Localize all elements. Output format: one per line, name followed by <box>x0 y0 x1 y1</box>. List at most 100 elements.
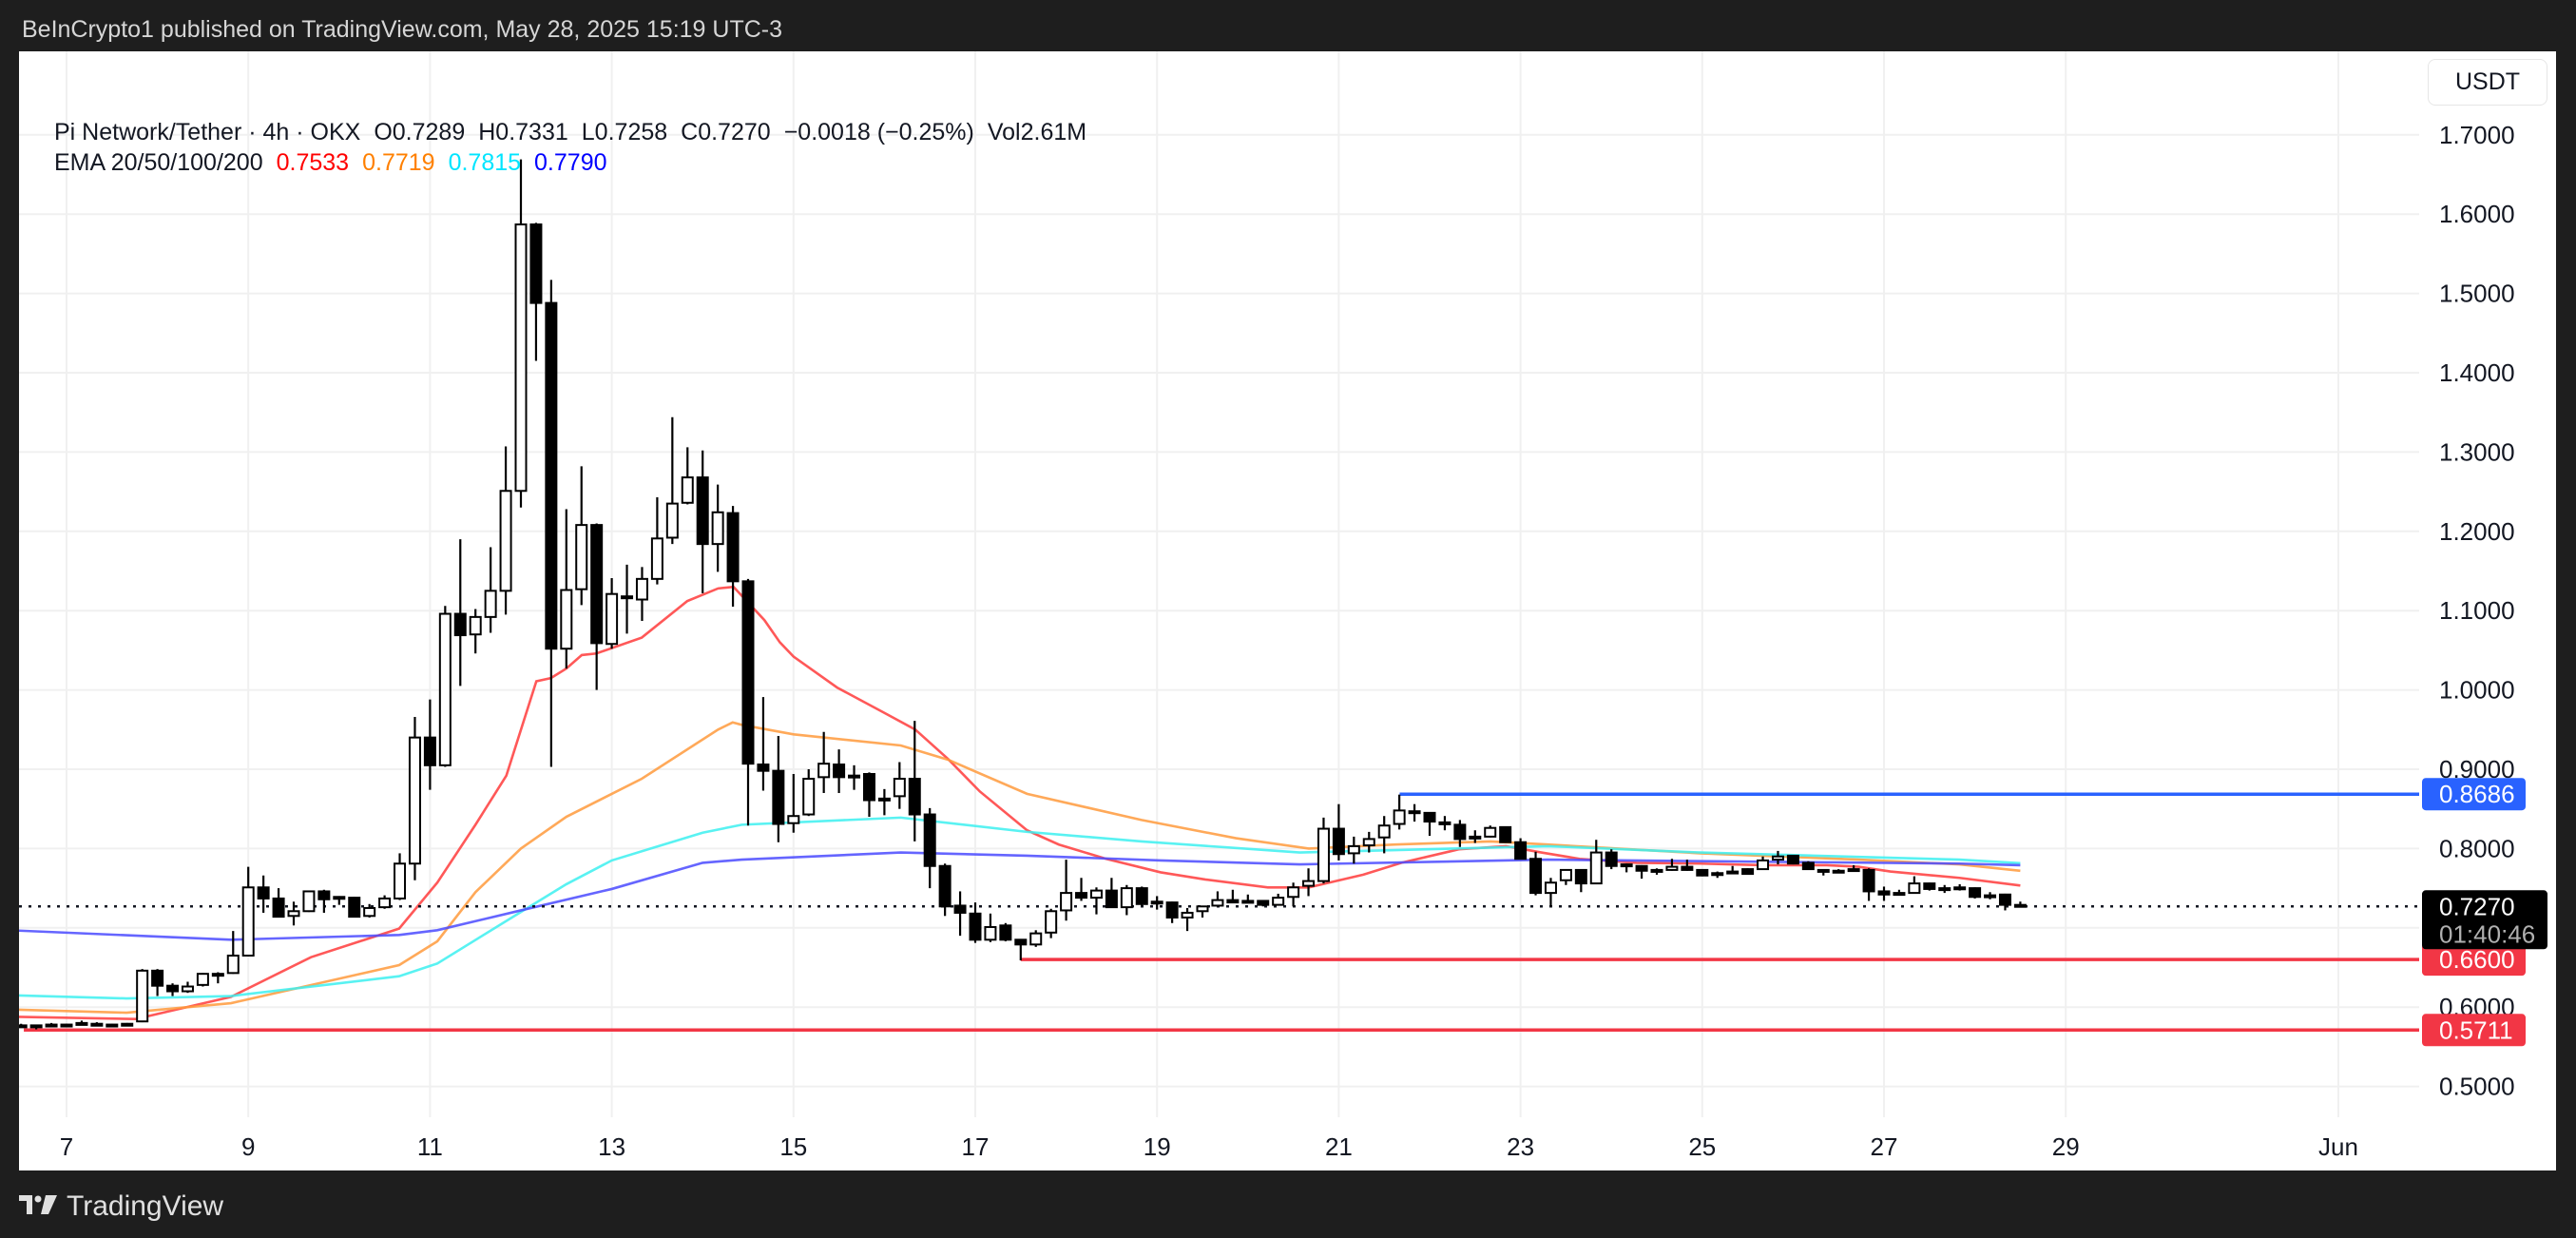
candle <box>1165 901 1179 923</box>
candle <box>302 890 316 913</box>
high-value: H0.7331 <box>478 119 568 145</box>
candle-body-down <box>969 912 982 941</box>
candle-body-up <box>19 1024 28 1029</box>
candle-body-down <box>1998 893 2011 906</box>
tradingview-logo[interactable]: TradingView <box>19 1190 223 1223</box>
candle <box>529 222 543 361</box>
candle-body-down <box>923 813 936 867</box>
candle-body-down <box>1499 825 1512 843</box>
candle <box>1984 892 1997 899</box>
candle <box>1786 854 1799 865</box>
candle <box>969 902 982 943</box>
price-tick-label: 1.5000 <box>2439 280 2515 308</box>
low-value: L0.7258 <box>581 119 668 145</box>
candle <box>1529 851 1543 896</box>
price-tick-label: 1.2000 <box>2439 517 2515 546</box>
symbol-info[interactable]: Pi Network/Tether · 4h · OKX <box>54 119 361 145</box>
date-tick-label: 13 <box>598 1132 625 1161</box>
candle-body-up <box>1650 868 1663 873</box>
candle-body-up <box>1196 905 1209 913</box>
candle-body-down <box>257 886 270 899</box>
candle <box>999 922 1012 941</box>
candle-body-down <box>1014 938 1028 946</box>
candle-body-down <box>833 763 846 779</box>
currency-button[interactable]: USDT <box>2428 59 2547 106</box>
candle <box>45 1022 58 1028</box>
candle-body-up <box>106 1023 119 1028</box>
price-tick-label: 0.8000 <box>2439 834 2515 862</box>
candle-body-down <box>772 769 785 825</box>
candle <box>394 853 407 900</box>
candle <box>696 450 709 593</box>
candle-body-down <box>1574 868 1587 885</box>
candle-body-up <box>287 910 300 918</box>
candle <box>1150 896 1163 910</box>
date-tick-label: 11 <box>417 1132 443 1161</box>
candle-body-up <box>90 1022 104 1027</box>
candle-body-down <box>1075 892 1088 899</box>
candle <box>2013 901 2027 908</box>
candle <box>1665 859 1679 871</box>
candle <box>575 466 588 606</box>
candle-body-down <box>529 223 543 304</box>
support-1-price-label: 0.6600 <box>2422 943 2526 977</box>
candle <box>166 983 180 996</box>
candle <box>1226 889 1240 904</box>
candle-body-up <box>60 1023 73 1028</box>
candle <box>1469 830 1482 843</box>
candle <box>560 509 573 669</box>
candle <box>1135 886 1148 906</box>
candle-body-down <box>166 984 180 993</box>
candle <box>1681 860 1694 871</box>
candle <box>60 1023 73 1028</box>
candle <box>1711 871 1724 879</box>
ema-label[interactable]: EMA 20/50/100/200 <box>54 149 263 176</box>
candle-body-up <box>181 985 194 993</box>
candle <box>1089 887 1103 915</box>
candle-body-down <box>953 904 967 914</box>
footer-bar <box>0 1170 2576 1238</box>
candle <box>1196 905 1209 918</box>
price-tick-label: 1.0000 <box>2439 676 2515 705</box>
candlestick-chart[interactable]: 1.7000 1.6000 1.5000 1.4000 1.3000 1.2000 1.10… <box>19 51 2556 1170</box>
candle <box>908 721 921 841</box>
candle-body-up <box>1317 827 1330 882</box>
candle <box>1998 893 2011 911</box>
candle-body-up <box>1377 824 1391 839</box>
candle <box>1589 840 1603 885</box>
candle <box>1893 889 1906 897</box>
date-tick-label: 17 <box>962 1132 990 1161</box>
candle <box>741 578 755 826</box>
candle-body-down <box>1135 887 1148 905</box>
candle-body-down <box>1105 889 1118 909</box>
candle <box>877 788 891 816</box>
grid <box>19 51 2419 1117</box>
candle <box>726 506 740 608</box>
candle-body-up <box>621 595 634 600</box>
candle-body-up <box>1953 886 1967 891</box>
candle-body-down <box>1605 851 1618 867</box>
candle <box>272 888 285 919</box>
candle-body-up <box>1408 810 1421 815</box>
label-box <box>2422 890 2547 950</box>
candle <box>1650 868 1663 875</box>
candle-body-up <box>1045 910 1058 934</box>
candle <box>938 863 952 917</box>
candle-body-up <box>1544 881 1557 895</box>
candle <box>257 875 270 913</box>
change-value: −0.0018 (−0.25%) <box>783 119 974 145</box>
date-tick-label: 23 <box>1507 1132 1534 1161</box>
candle <box>121 1022 134 1027</box>
candle <box>772 735 785 842</box>
candle <box>590 523 604 690</box>
candle <box>1272 893 1285 906</box>
candle <box>181 981 194 994</box>
candle <box>423 699 436 790</box>
chart-panel[interactable]: 1.7000 1.6000 1.5000 1.4000 1.3000 1.2000 1.10… <box>19 51 2556 1170</box>
candle-body-up <box>438 612 452 766</box>
close-value: C0.7270 <box>681 119 771 145</box>
candle <box>1120 884 1133 916</box>
ema20-value: 0.7533 <box>276 149 350 176</box>
candle-body-up <box>211 973 224 977</box>
candle <box>1377 816 1391 854</box>
